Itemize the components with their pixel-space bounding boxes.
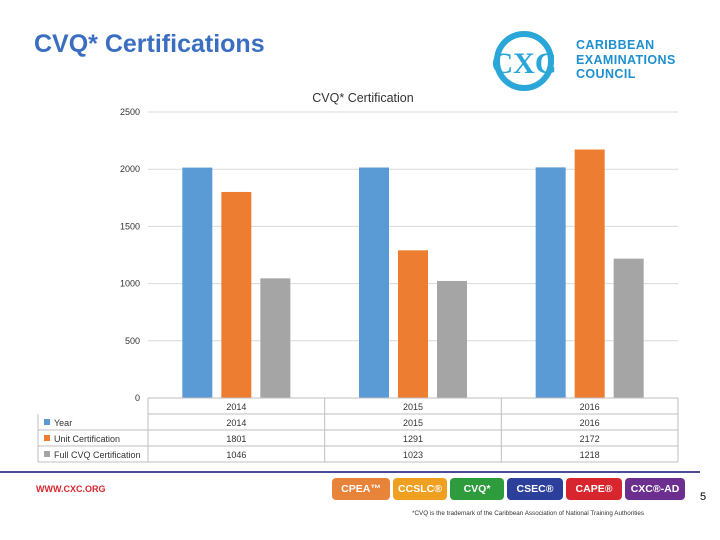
y-tick-label: 2000 — [120, 164, 140, 174]
cxc-logo-icon: CXC — [492, 31, 557, 91]
table-cell: 1218 — [580, 450, 600, 460]
ccslc-badge[interactable]: CCSLC® — [393, 478, 447, 500]
cxc-logo: CXC CARIBBEAN EXAMINATIONS COUNCIL — [484, 28, 694, 94]
legend-label: Full CVQ Certification — [54, 450, 141, 460]
logo-line: EXAMINATIONS — [576, 52, 676, 67]
slide-title: CVQ* Certifications — [34, 30, 265, 58]
table-cell: 1023 — [403, 450, 423, 460]
brand-strip: CPEA™ CCSLC® CVQ* CSEC® CAPE® CXC®-AD — [332, 478, 685, 500]
table-cell: 1291 — [403, 434, 423, 444]
footer-url[interactable]: WWW.CXC.ORG — [36, 484, 106, 494]
bar — [182, 167, 213, 398]
bar — [535, 167, 566, 398]
table-cell: 2172 — [580, 434, 600, 444]
legend-label: Year — [54, 418, 72, 428]
table-cell: 1801 — [226, 434, 246, 444]
y-tick-label: 1500 — [120, 221, 140, 231]
logo-line: CARIBBEAN — [576, 38, 655, 52]
cpea-badge[interactable]: CPEA™ — [332, 478, 390, 500]
bar — [398, 250, 428, 398]
page-number: 5 — [700, 491, 707, 503]
cape-badge[interactable]: CAPE® — [566, 478, 622, 500]
table-header-cell: 2014 — [226, 402, 246, 412]
y-tick-label: 2500 — [120, 107, 140, 117]
table-cell: 2016 — [580, 418, 600, 428]
chart-title: CVQ* Certification — [312, 91, 413, 105]
cxc-ad-badge[interactable]: CXC®-AD — [625, 478, 685, 500]
table-header-cell: 2016 — [580, 402, 600, 412]
bar — [260, 278, 291, 398]
csec-badge[interactable]: CSEC® — [507, 478, 563, 500]
table-cell: 2015 — [403, 418, 423, 428]
bar — [613, 258, 644, 398]
cvq-badge[interactable]: CVQ* — [450, 478, 504, 500]
bar — [437, 280, 467, 398]
table-cell: 1046 — [226, 450, 246, 460]
table-cell: 2014 — [226, 418, 246, 428]
y-tick-label: 1000 — [120, 279, 140, 289]
logo-mark: CXC — [492, 47, 557, 80]
y-tick-label: 500 — [125, 336, 140, 346]
trademark-note: *CVQ is the trademark of the Caribbean A… — [412, 510, 645, 517]
bar — [359, 167, 389, 398]
footer-divider — [0, 471, 700, 473]
bar — [574, 149, 605, 398]
logo-text: CARIBBEAN EXAMINATIONS COUNCIL — [576, 38, 676, 82]
logo-line: COUNCIL — [576, 67, 636, 81]
legend-label: Unit Certification — [54, 434, 120, 444]
legend-swatch — [44, 419, 50, 425]
y-tick-label: 0 — [135, 393, 140, 403]
logo-ring — [494, 31, 554, 91]
table-header-cell: 2015 — [403, 402, 423, 412]
bar-chart: CVQ* Certification 05001000150020002500 … — [37, 91, 679, 463]
legend-swatch — [44, 451, 50, 457]
legend-swatch — [44, 435, 50, 441]
bar — [221, 191, 252, 398]
